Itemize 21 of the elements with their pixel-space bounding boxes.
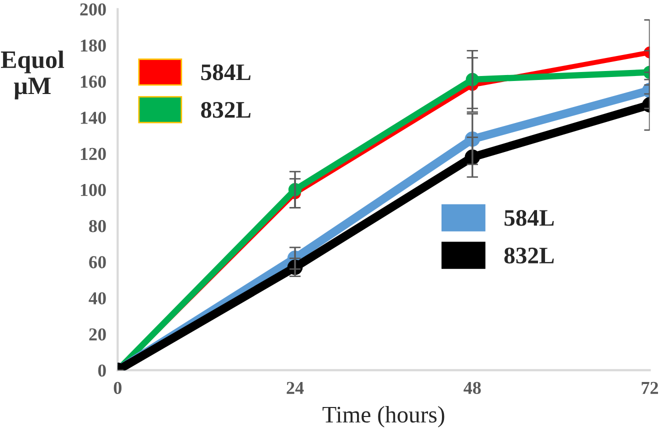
legend-label: 832L: [504, 248, 554, 264]
x-tick-label: 24: [286, 382, 304, 394]
y-tick-label: 80: [89, 220, 106, 232]
y-tick-label: 140: [80, 112, 106, 124]
y-tick-label: 160: [80, 76, 106, 88]
legend-label: 584L: [201, 64, 250, 80]
y-tick-label: 180: [80, 39, 106, 52]
y-axis-title: Equol μM: [0, 50, 64, 100]
x-tick-label: 48: [464, 382, 481, 394]
y-tick-label: 120: [80, 148, 106, 160]
legend-label: 832L: [201, 102, 250, 118]
y-tick-label: 60: [89, 256, 106, 268]
x-tick-label: 0: [114, 382, 122, 394]
y-tick-label: 100: [80, 184, 106, 196]
x-tick-label: 72: [642, 382, 658, 394]
y-tick-label: 20: [89, 328, 106, 341]
legend-label: 584L: [504, 210, 554, 226]
y-tick-label: 0: [98, 364, 106, 377]
y-tick-label: 40: [88, 292, 106, 304]
x-axis-title: Time (hours): [322, 406, 444, 428]
y-tick-label: 200: [80, 3, 106, 16]
